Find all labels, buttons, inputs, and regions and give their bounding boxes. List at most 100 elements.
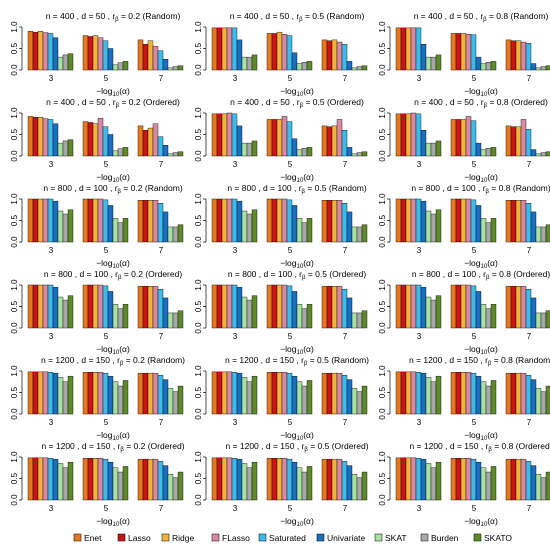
bar: [470, 199, 477, 243]
legend-label: SKATO: [484, 533, 512, 543]
bar: [530, 297, 537, 329]
legend-label: FLasso: [222, 533, 250, 543]
panel: n = 1200 , d = 150 , rβ = 0.2 (Random) 0.…: [10, 355, 185, 442]
bar: [251, 375, 258, 415]
bar: [346, 211, 353, 243]
bar: [540, 152, 547, 157]
x-tick-label: 7: [343, 504, 348, 513]
bar: [231, 458, 238, 501]
bar: [291, 291, 298, 329]
panel: n = 800 , d = 100 , rβ = 0.2 (Ordered) 0.…: [10, 269, 184, 356]
bar: [117, 222, 124, 243]
bar: [301, 222, 308, 243]
bar: [341, 203, 348, 243]
bar: [450, 33, 457, 71]
bar: [167, 474, 174, 501]
bar: [276, 458, 283, 501]
bar: [37, 284, 44, 329]
bar: [510, 40, 517, 71]
bar: [162, 59, 169, 71]
bar: [266, 33, 273, 71]
bar: [92, 372, 99, 415]
bar: [162, 211, 169, 243]
bar: [321, 372, 328, 415]
bar: [530, 149, 537, 157]
bar: [87, 198, 94, 243]
bar: [505, 286, 512, 329]
y-tick-label: 0.5: [10, 128, 19, 140]
bar: [37, 457, 44, 501]
x-tick-label: 5: [288, 160, 293, 169]
bar: [435, 375, 442, 415]
bar: [231, 372, 238, 415]
bar: [490, 147, 497, 157]
bar: [102, 126, 109, 157]
bar: [296, 467, 303, 501]
bar: [172, 391, 179, 415]
bar: [117, 308, 124, 329]
bar: [47, 198, 54, 243]
legend-swatch: [473, 533, 482, 542]
bar: [405, 113, 412, 157]
bar: [142, 44, 149, 71]
bar: [321, 458, 328, 501]
bar: [475, 461, 482, 501]
bar: [361, 385, 368, 415]
bar: [301, 385, 308, 415]
panel-title: n = 400 , d = 50 , rβ = 0.5 (Ordered): [230, 97, 364, 109]
bar: [276, 31, 283, 71]
x-tick-label: 3: [233, 504, 238, 513]
bar: [510, 458, 517, 501]
bar: [27, 284, 34, 329]
bar: [211, 371, 218, 415]
panel-title: n = 1200 , d = 150 , rβ = 0.5 (Ordered): [225, 441, 368, 453]
bar: [525, 289, 532, 329]
bar: [346, 297, 353, 329]
bar: [465, 116, 472, 157]
bar: [420, 44, 427, 71]
bar: [331, 372, 338, 415]
bar: [57, 210, 64, 243]
bar: [216, 371, 223, 415]
bar: [525, 203, 532, 243]
panel-title: n = 400 , d = 50 , rβ = 0.5 (Random): [230, 11, 365, 23]
bar: [157, 50, 164, 71]
bar: [52, 372, 59, 415]
bar: [211, 113, 218, 157]
bar: [286, 35, 293, 71]
bar: [535, 474, 542, 501]
panel-title: n = 800 , d = 100 , rβ = 0.2 (Ordered): [44, 269, 183, 281]
bar: [112, 218, 119, 243]
bar: [465, 284, 472, 329]
bar: [221, 284, 228, 329]
bar: [321, 39, 328, 71]
bar: [147, 127, 154, 157]
bar: [475, 291, 482, 329]
bar: [221, 27, 228, 71]
bar: [177, 471, 184, 501]
bar: [122, 147, 129, 157]
legend-swatch: [161, 533, 170, 542]
bar: [425, 377, 432, 415]
bar: [530, 63, 537, 71]
y-tick-label: 1.0: [378, 107, 387, 119]
legend-label: Burden: [431, 533, 459, 543]
bar: [405, 198, 412, 243]
y-tick-label: 0.5: [378, 472, 387, 484]
bar: [405, 284, 412, 329]
bar: [82, 35, 89, 71]
bar: [331, 125, 338, 157]
bar: [112, 467, 119, 501]
panel-title: n = 800 , d = 100 , rβ = 0.8 (Random): [411, 183, 550, 195]
x-tick-label: 7: [343, 418, 348, 427]
legend-label: SKAT: [385, 533, 407, 543]
bar: [281, 34, 288, 71]
bar: [266, 198, 273, 243]
bar: [346, 147, 353, 157]
legend-label: Lasso: [128, 533, 151, 543]
panel: n = 800 , d = 100 , rβ = 0.5 (Random) 0.0…: [194, 183, 368, 270]
bar: [425, 142, 432, 157]
bar: [162, 465, 169, 501]
bar: [152, 458, 159, 501]
bar: [37, 198, 44, 243]
